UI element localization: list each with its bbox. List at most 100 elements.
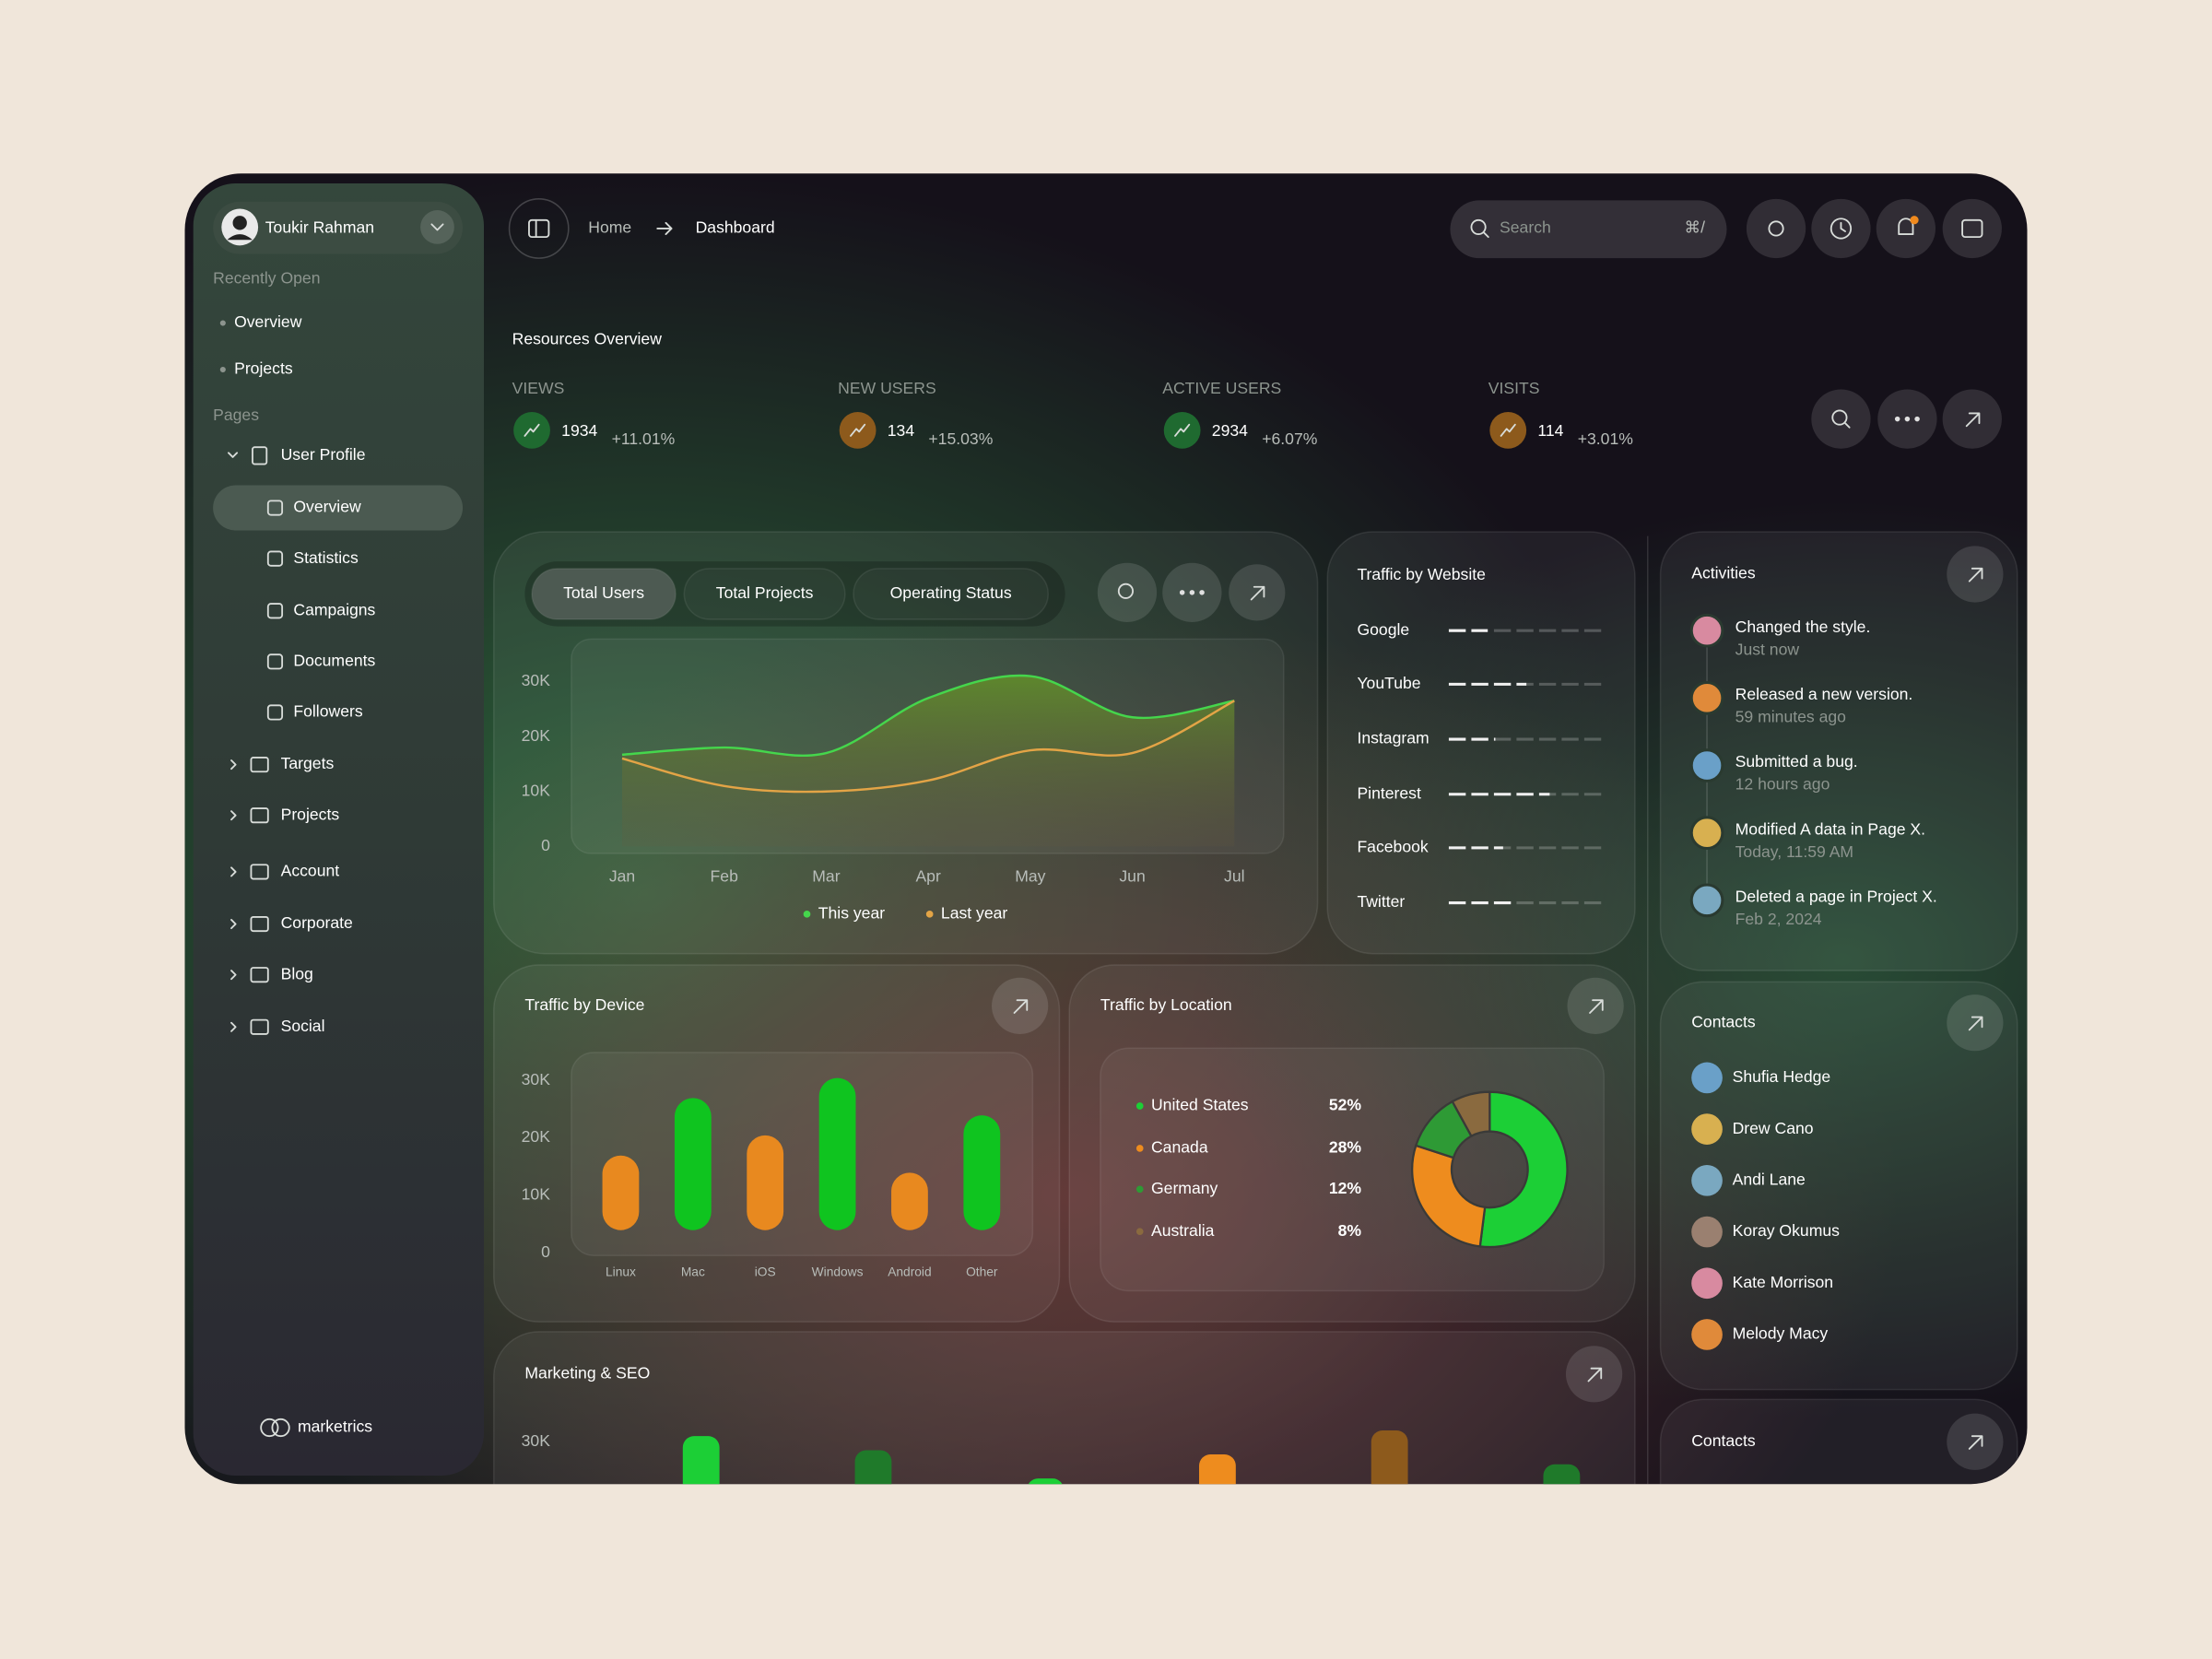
- nav-icon: [250, 807, 269, 824]
- arrow-icon: [1968, 567, 1983, 582]
- nav-icon: [250, 1018, 269, 1035]
- contact-name[interactable]: Koray Okumus: [1733, 1221, 1841, 1240]
- y-tick-label: 30K: [522, 1070, 551, 1088]
- expand-button[interactable]: [1565, 1346, 1623, 1403]
- activity-text: Released a new version.: [1735, 685, 1913, 703]
- nav-item[interactable]: Account: [281, 862, 340, 880]
- breadcrumb-item: Dashboard: [696, 218, 775, 237]
- nav-icon: [266, 550, 284, 567]
- card-title: Traffic by Device: [524, 995, 644, 1014]
- avatar: [1691, 1062, 1723, 1094]
- breadcrumb-item[interactable]: Home: [588, 218, 631, 237]
- legend-label: Germany: [1151, 1179, 1218, 1197]
- x-tick-label: Mac: [681, 1265, 705, 1278]
- line: [621, 700, 1235, 794]
- x-tick-label: Jan: [609, 867, 635, 886]
- legend-swatch: [803, 911, 811, 918]
- search-button[interactable]: [1097, 562, 1158, 622]
- history-icon: [1840, 221, 1846, 232]
- tab-label[interactable]: Total Projects: [716, 583, 814, 602]
- logo-mark: [271, 1418, 290, 1438]
- nav-item[interactable]: User Profile: [281, 445, 366, 464]
- tab[interactable]: [683, 568, 846, 620]
- nav-item[interactable]: Campaigns: [293, 600, 375, 618]
- nav-item[interactable]: Blog: [281, 964, 313, 982]
- nav-item[interactable]: Followers: [293, 702, 362, 721]
- stat-value: 2934: [1212, 421, 1248, 440]
- nav-icon: [266, 500, 284, 516]
- user-menu-button[interactable]: [420, 210, 454, 244]
- card-title: Traffic by Website: [1357, 565, 1485, 583]
- x-tick-label: Jul: [1224, 867, 1245, 886]
- expand-button[interactable]: [1947, 994, 2004, 1052]
- tab[interactable]: [853, 568, 1050, 620]
- nav-icon: [266, 603, 284, 619]
- nav-icon: [250, 864, 269, 880]
- y-tick-label: 0: [541, 836, 550, 854]
- profile-icon: [252, 446, 268, 465]
- expand-button[interactable]: [1942, 389, 2002, 449]
- notifications-button[interactable]: [1876, 198, 1936, 259]
- section-title: Recently Open: [213, 269, 320, 288]
- avatar: [1689, 748, 1724, 782]
- tab-label[interactable]: Total Users: [563, 583, 644, 602]
- nav-item[interactable]: Documents: [293, 652, 375, 670]
- expand-button[interactable]: [1947, 1413, 2004, 1470]
- panel-icon: [1961, 218, 1983, 239]
- x-tick-label: Other: [966, 1265, 998, 1278]
- arrow-icon: [1965, 412, 1981, 428]
- activity-text: Changed the style.: [1735, 618, 1871, 636]
- x-tick-label: May: [1015, 867, 1045, 886]
- activity-time: Today, 11:59 AM: [1735, 842, 1853, 861]
- nav-item[interactable]: Statistics: [293, 548, 359, 567]
- avatar: [1689, 816, 1724, 851]
- expand-button[interactable]: [1947, 546, 2004, 603]
- site-name: Instagram: [1357, 729, 1429, 747]
- expand-button[interactable]: [992, 977, 1049, 1034]
- nav-item[interactable]: Social: [281, 1017, 325, 1035]
- sun-icon: [1768, 220, 1784, 237]
- site-name: Twitter: [1357, 892, 1405, 911]
- x-tick-label: Android: [888, 1265, 931, 1278]
- panel-button[interactable]: [1942, 198, 2002, 259]
- value-label: 12%: [1329, 1179, 1362, 1197]
- legend-swatch: [1135, 1228, 1144, 1236]
- search-button[interactable]: [1811, 389, 1871, 449]
- tab[interactable]: [531, 568, 677, 620]
- expand-button[interactable]: [1229, 564, 1286, 621]
- contact-name[interactable]: Andi Lane: [1733, 1170, 1806, 1188]
- nav-item[interactable]: Projects: [234, 359, 293, 378]
- stat-label: NEW USERS: [838, 379, 936, 397]
- tab-label[interactable]: Operating Status: [890, 583, 1012, 602]
- donut-slice: [1478, 1090, 1569, 1249]
- expand-button[interactable]: [1567, 977, 1624, 1034]
- sidebar-toggle[interactable]: [508, 198, 570, 259]
- theme-button[interactable]: [1746, 198, 1806, 259]
- trend-icon: [850, 423, 866, 437]
- nav-item[interactable]: Projects: [281, 805, 340, 823]
- nav-item[interactable]: Targets: [281, 754, 335, 772]
- site-name: YouTube: [1357, 674, 1420, 692]
- line: [621, 674, 1235, 757]
- avatar: [1691, 1164, 1723, 1196]
- contact-name[interactable]: Melody Macy: [1733, 1324, 1829, 1343]
- y-tick-label: 20K: [522, 1127, 551, 1146]
- nav-item[interactable]: Overview: [293, 498, 361, 516]
- site-name: Facebook: [1357, 838, 1428, 856]
- contact-name[interactable]: Shufia Hedge: [1733, 1067, 1831, 1086]
- stat-change: +15.03%: [928, 429, 993, 448]
- avatar: [1689, 680, 1724, 715]
- arrow-icon: [1589, 999, 1604, 1014]
- site-name: Google: [1357, 620, 1409, 639]
- user-pill[interactable]: [213, 201, 464, 254]
- toggle-icon: [528, 218, 550, 239]
- nav-item[interactable]: Corporate: [281, 913, 353, 932]
- arrow-icon: [1587, 1367, 1603, 1382]
- contact-name[interactable]: Kate Morrison: [1733, 1273, 1834, 1291]
- nav-item[interactable]: Overview: [234, 312, 302, 331]
- search-box[interactable]: [1450, 200, 1727, 259]
- search-icon: [1844, 422, 1851, 429]
- avatar: [1689, 613, 1724, 648]
- contact-name[interactable]: Drew Cano: [1733, 1119, 1814, 1137]
- avatar: [1689, 883, 1724, 918]
